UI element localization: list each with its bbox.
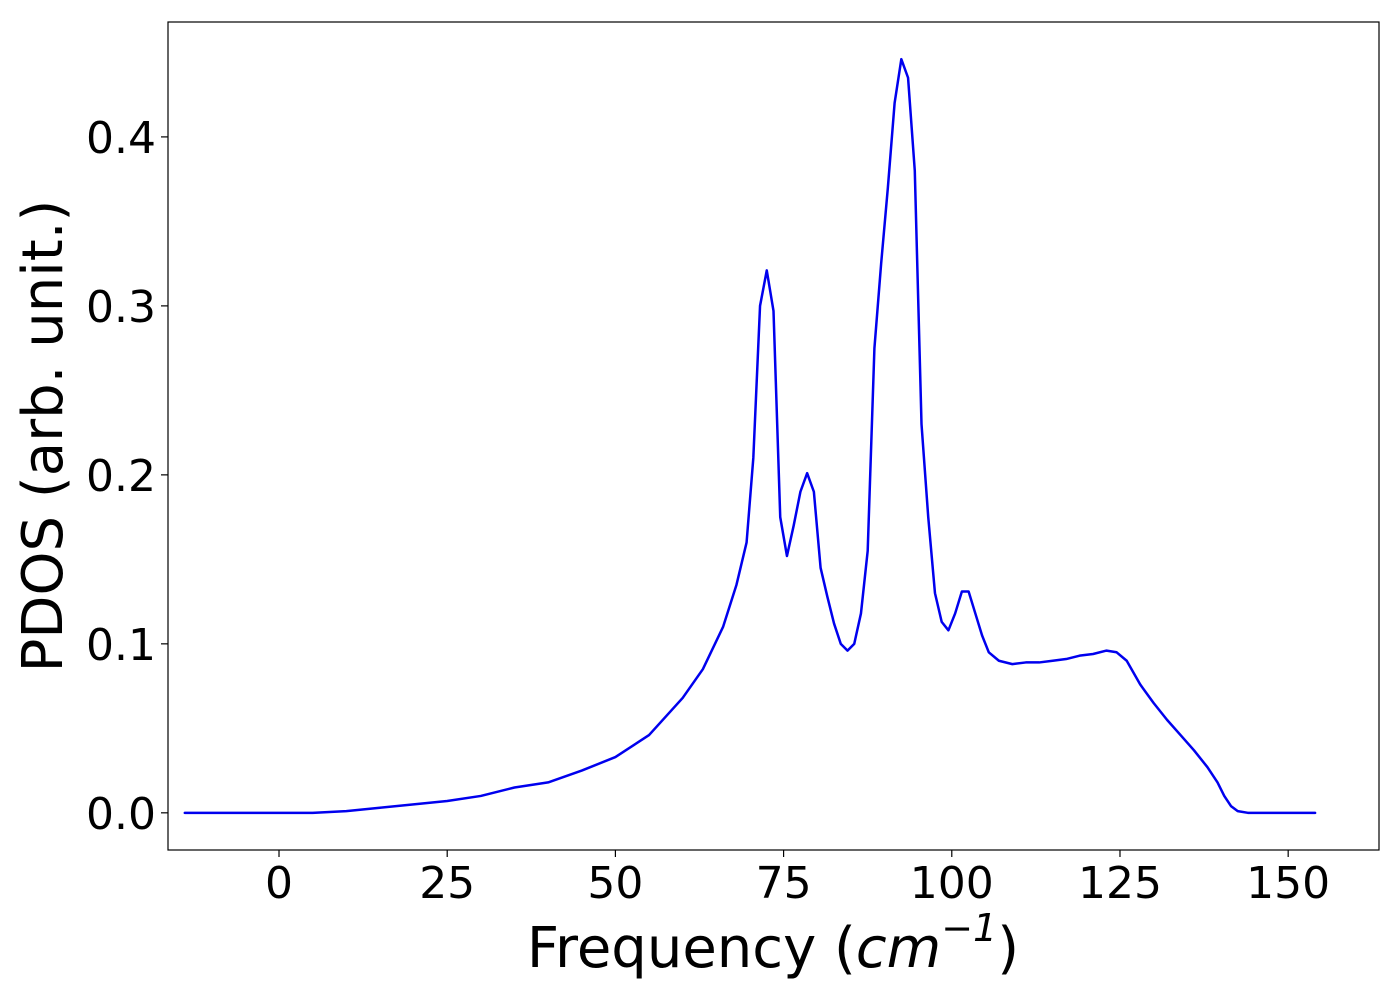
y-tick-label: 0.2: [86, 451, 156, 502]
x-axis-label-prefix: Frequency (: [527, 916, 856, 981]
y-axis-ticks: 0.0 0.1 0.2 0.3 0.4: [86, 113, 168, 840]
x-tick-label: 100: [910, 858, 994, 909]
x-axis-label-suffix: ): [997, 916, 1019, 981]
y-tick-label: 0.4: [86, 113, 156, 164]
x-axis-ticks: 0 25 50 75 100 125 150: [265, 850, 1330, 909]
x-tick-label: 50: [587, 858, 643, 909]
plot-area-frame: [167, 21, 1380, 851]
x-tick-label: 0: [265, 858, 293, 909]
series-line: [183, 57, 1317, 815]
y-tick-label: 0.1: [86, 620, 156, 671]
x-tick-label: 150: [1246, 858, 1330, 909]
x-axis-label-unit: cm: [856, 916, 941, 981]
x-tick-label: 75: [756, 858, 812, 909]
y-tick-label: 0.3: [86, 282, 156, 333]
x-tick-label: 25: [419, 858, 475, 909]
x-axis-label-exponent: −1: [941, 906, 997, 950]
y-axis-label: PDOS (arb. unit.): [11, 200, 76, 673]
x-axis-label: Frequency (cm−1): [527, 906, 1019, 981]
x-tick-label: 125: [1078, 858, 1162, 909]
y-tick-label: 0.0: [86, 789, 156, 840]
